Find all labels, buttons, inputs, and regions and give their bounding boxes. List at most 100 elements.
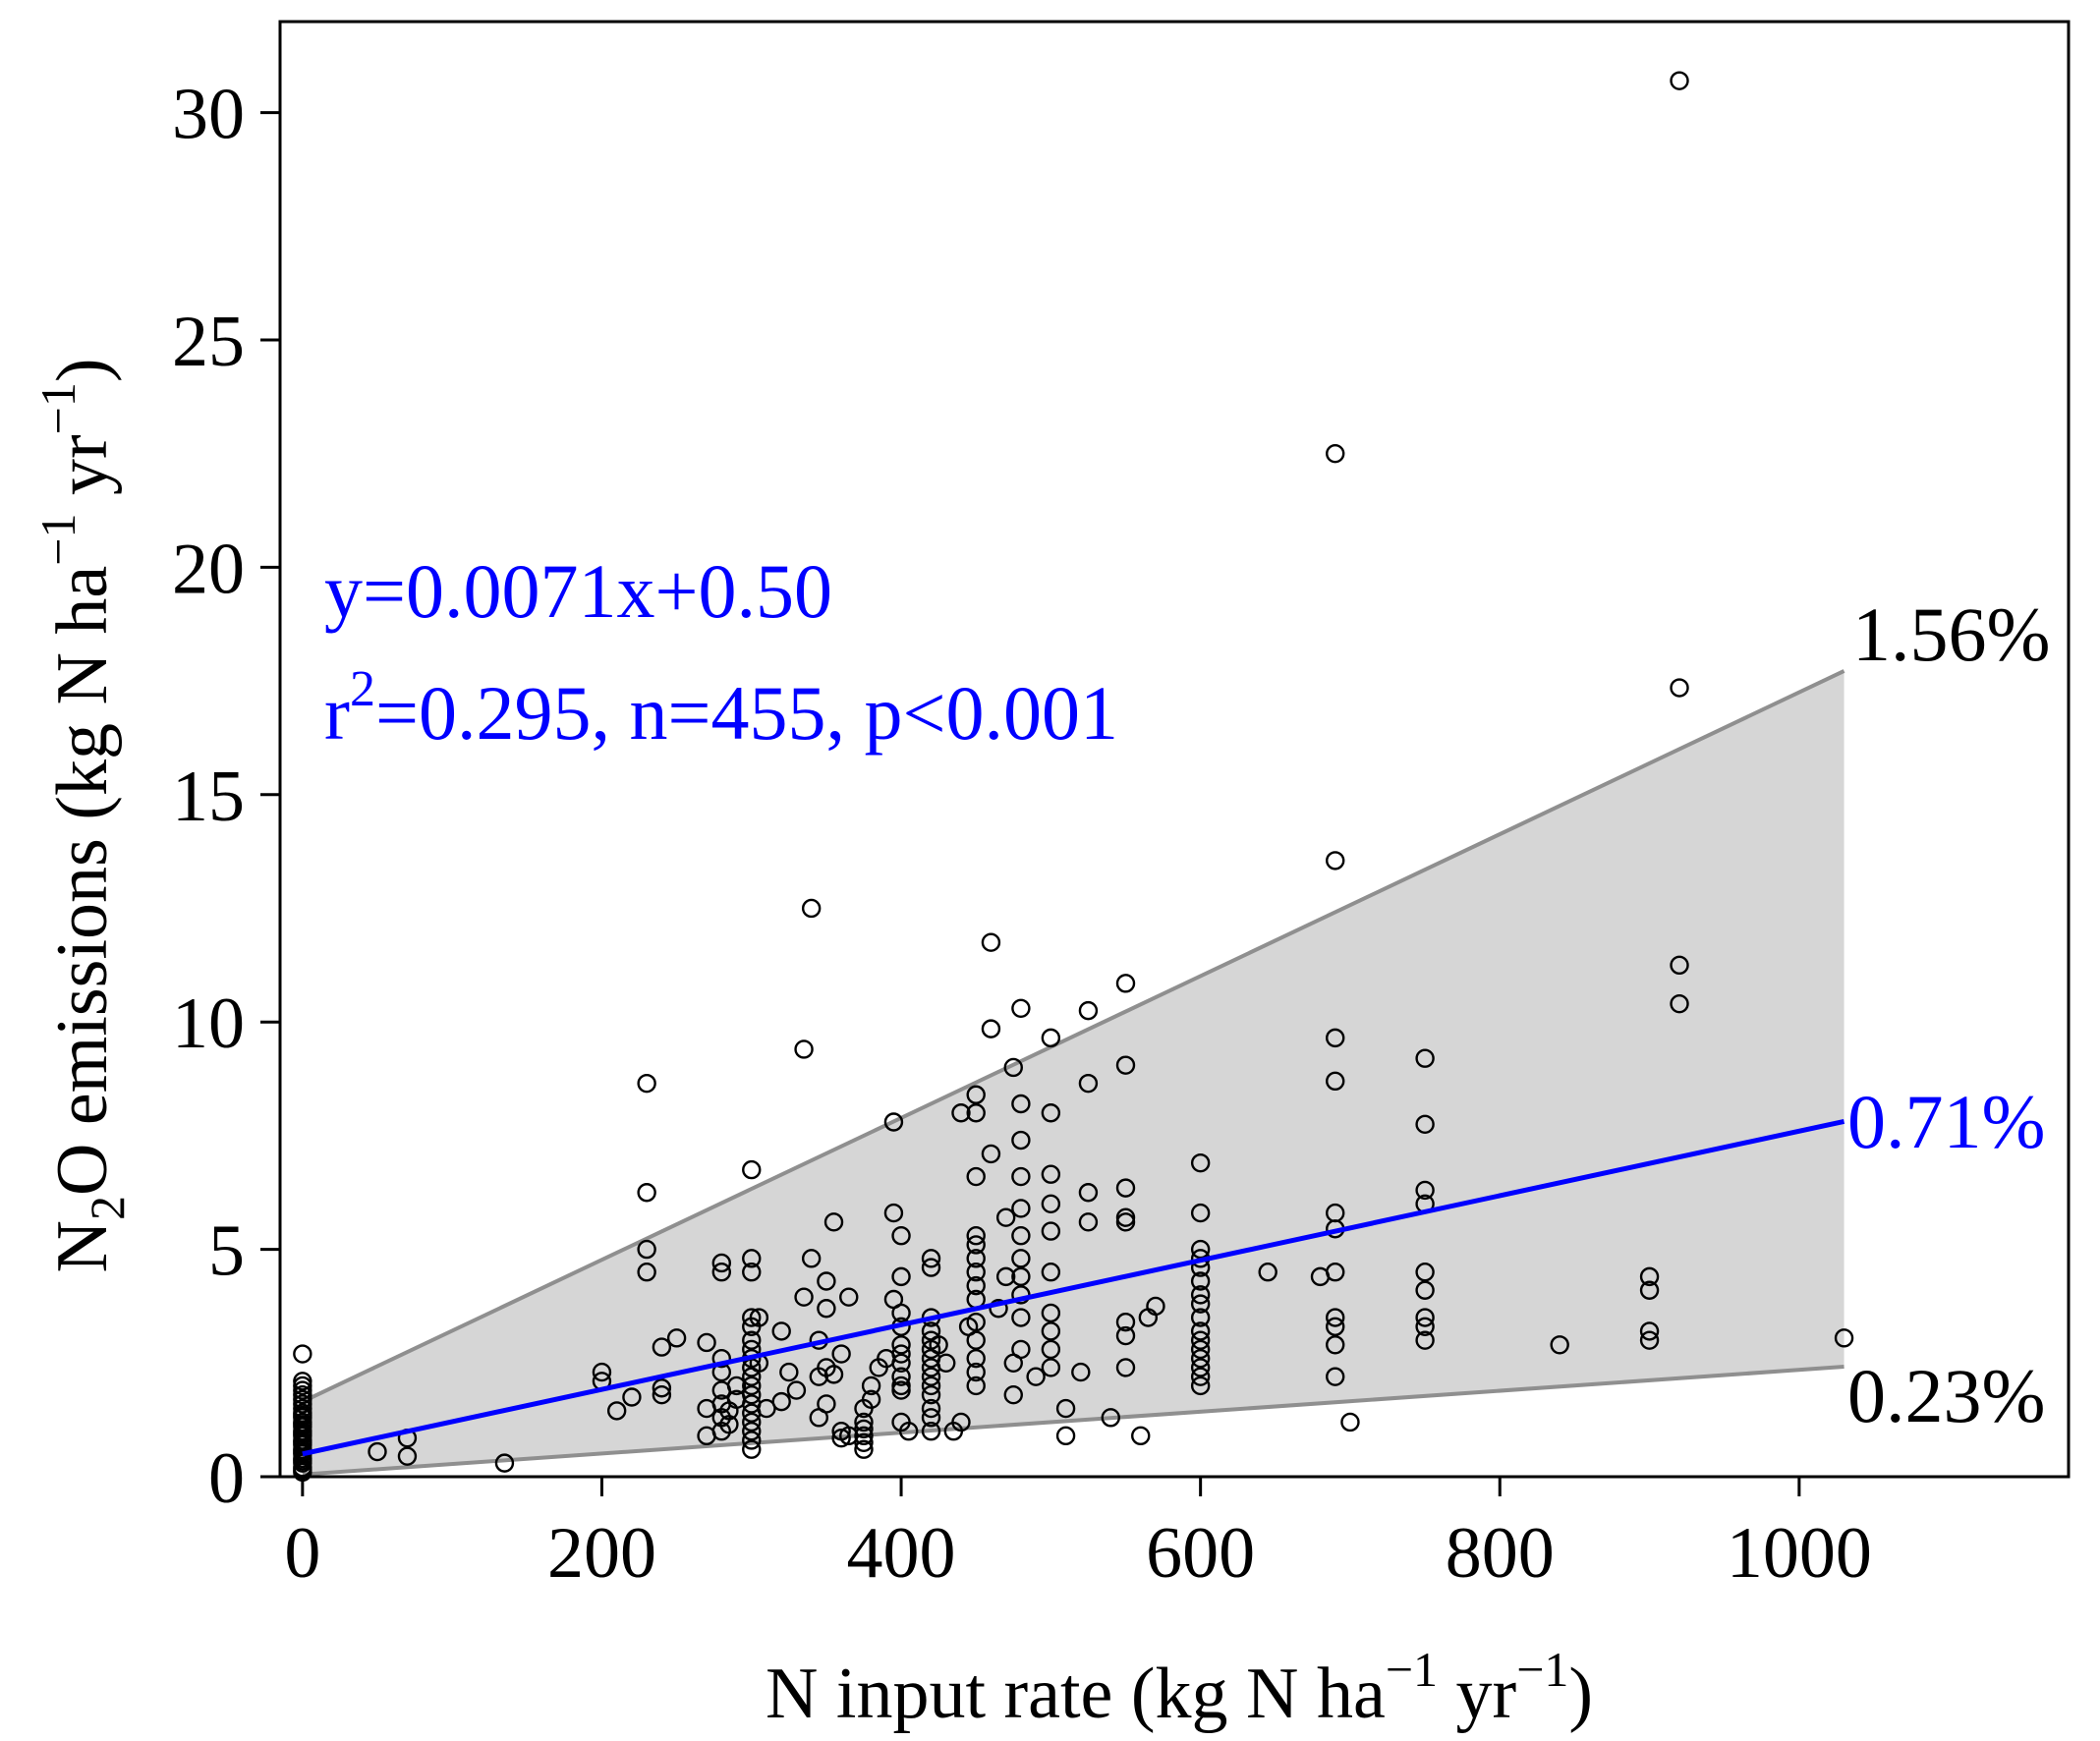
data-point	[742, 1384, 762, 1405]
data-point	[1003, 1057, 1023, 1078]
data-point	[801, 1249, 822, 1268]
data-point	[921, 1376, 941, 1396]
data-point	[749, 1308, 769, 1327]
stats-label: r2=0.295, n=455, p<0.001	[324, 661, 1118, 756]
data-point	[966, 1376, 986, 1396]
data-point	[831, 1344, 851, 1364]
data-point	[883, 1203, 904, 1223]
data-point	[652, 1337, 672, 1357]
data-point	[293, 1424, 312, 1443]
data-point	[1078, 1212, 1099, 1232]
y-title-mid: O emissions (kg N ha	[42, 566, 123, 1196]
data-point	[1011, 1266, 1031, 1287]
x-tick-label: 1000	[1727, 1513, 1872, 1594]
upper-bound-label: 1.56%	[1852, 591, 2050, 677]
data-point	[1326, 1308, 1345, 1327]
data-point	[1011, 1166, 1031, 1187]
data-point	[1258, 1263, 1277, 1282]
data-point	[891, 1353, 911, 1373]
data-point	[742, 1422, 762, 1441]
data-point	[293, 1372, 312, 1391]
data-point	[293, 1415, 312, 1434]
data-point	[1639, 1280, 1660, 1300]
data-point	[742, 1263, 762, 1282]
y-tick-label: 15	[172, 757, 245, 837]
confidence-band	[302, 670, 1845, 1475]
data-point	[637, 1183, 656, 1203]
data-point	[1115, 1312, 1136, 1332]
data-point	[1055, 1398, 1076, 1419]
data-point	[966, 1226, 986, 1246]
data-point	[1670, 955, 1689, 976]
data-point	[1041, 1263, 1061, 1282]
data-point	[637, 1239, 656, 1260]
data-point	[1415, 1263, 1435, 1282]
data-point	[966, 1085, 986, 1104]
data-point	[951, 1103, 971, 1123]
data-point	[1415, 1114, 1435, 1135]
data-point	[966, 1275, 986, 1296]
y-title-sup2: −1	[30, 382, 85, 434]
data-point	[1326, 1028, 1345, 1048]
data-point	[652, 1378, 672, 1398]
data-point	[1146, 1296, 1165, 1317]
data-point	[966, 1263, 986, 1282]
data-point	[995, 1266, 1016, 1287]
data-point	[1190, 1367, 1211, 1386]
y-tick-label: 5	[208, 1211, 245, 1292]
data-point	[1041, 1221, 1061, 1241]
data-point	[742, 1376, 762, 1396]
data-point	[929, 1335, 948, 1355]
data-point	[1415, 1180, 1435, 1201]
data-point	[592, 1362, 612, 1382]
data-point	[1115, 974, 1136, 993]
data-point	[921, 1249, 941, 1268]
data-point	[494, 1453, 515, 1473]
x-tick-label: 200	[547, 1513, 656, 1594]
y-title-sub: 2	[80, 1196, 135, 1220]
data-point	[966, 1330, 986, 1350]
data-point	[742, 1249, 762, 1268]
data-point	[1326, 1263, 1345, 1282]
data-point	[1115, 1055, 1136, 1075]
data-point	[1041, 1303, 1061, 1323]
data-point	[921, 1367, 941, 1386]
data-point	[606, 1401, 627, 1421]
data-point	[966, 1362, 986, 1382]
data-point	[1131, 1426, 1151, 1446]
stats-prefix: r	[324, 670, 350, 756]
x-title-sup2: −1	[1516, 1642, 1568, 1697]
data-point	[771, 1321, 791, 1341]
data-point	[854, 1412, 874, 1432]
data-point	[936, 1353, 956, 1373]
data-point	[1078, 1073, 1099, 1094]
data-point	[742, 1330, 762, 1350]
data-point	[1550, 1335, 1569, 1355]
data-point	[1011, 1249, 1031, 1268]
x-axis-title: N input rate (kg N ha−1 yr−1)	[766, 1642, 1593, 1734]
data-point	[1041, 1339, 1061, 1360]
data-point	[1190, 1271, 1211, 1291]
data-point	[891, 1335, 911, 1355]
data-point	[397, 1446, 418, 1466]
x-title-mid: yr	[1438, 1654, 1516, 1734]
data-point	[1326, 1367, 1345, 1386]
data-point	[854, 1439, 874, 1459]
data-point	[1011, 1094, 1031, 1114]
data-point	[1115, 1212, 1136, 1232]
data-point	[1011, 1226, 1031, 1246]
data-point	[786, 1380, 807, 1400]
data-point	[1055, 1426, 1076, 1446]
data-point	[368, 1441, 387, 1462]
data-point	[995, 1207, 1016, 1227]
data-point	[1190, 1321, 1211, 1341]
data-point	[1340, 1412, 1360, 1432]
data-point	[891, 1303, 911, 1323]
data-point	[966, 1166, 986, 1187]
x-title-end: )	[1568, 1654, 1593, 1734]
equation-label: y=0.0071x+0.50	[324, 548, 832, 634]
data-point	[1190, 1294, 1211, 1314]
data-point	[742, 1159, 762, 1180]
data-point	[742, 1439, 762, 1459]
